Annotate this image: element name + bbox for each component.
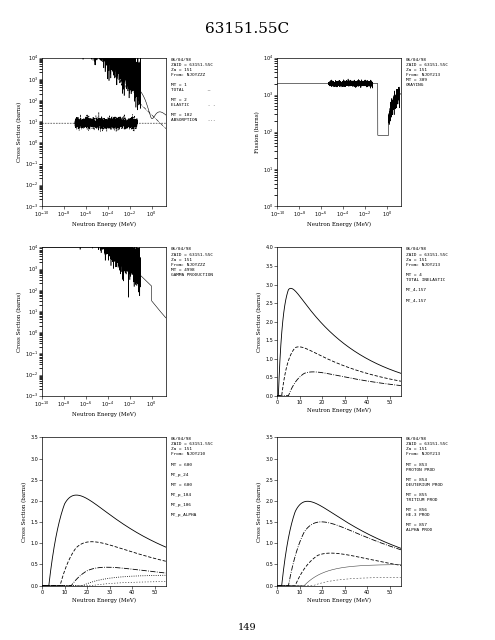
X-axis label: Neutron Energy (MeV): Neutron Energy (MeV) xyxy=(72,222,136,227)
X-axis label: Neutron Energy (MeV): Neutron Energy (MeV) xyxy=(72,412,136,417)
Y-axis label: Fission (barns): Fission (barns) xyxy=(255,111,260,152)
Text: 06/04/98
ZAID = 63151.55C
Za = 151
From: NJOYZZZ
MT = 4998
GAMMA PRODUCTION: 06/04/98 ZAID = 63151.55C Za = 151 From:… xyxy=(171,248,213,276)
Y-axis label: Cross Section (barns): Cross Section (barns) xyxy=(257,481,262,541)
Text: 06/04/98
ZAID = 63151.55C
Za = 151
From: NJOY213

MT = 853
PROTON PROD

MT = 854: 06/04/98 ZAID = 63151.55C Za = 151 From:… xyxy=(406,437,448,532)
X-axis label: Neutron Energy (MeV): Neutron Energy (MeV) xyxy=(307,598,371,603)
X-axis label: Neutron Energy (MeV): Neutron Energy (MeV) xyxy=(307,408,371,413)
Y-axis label: Cross Section (barns): Cross Section (barns) xyxy=(257,291,262,352)
Text: 06/04/98
ZAID = 63151.55C
Za = 151
From: NJOY213
MT = 309
GRAYING: 06/04/98 ZAID = 63151.55C Za = 151 From:… xyxy=(406,58,448,87)
Y-axis label: Cross Section (barns): Cross Section (barns) xyxy=(22,481,27,541)
X-axis label: Neutron Energy (MeV): Neutron Energy (MeV) xyxy=(307,222,371,227)
Text: 06/04/98
ZAID = 63151.55C
Za = 151
From: NJOY210

MT = 600

MT_p_24

MT = 600

M: 06/04/98 ZAID = 63151.55C Za = 151 From:… xyxy=(171,437,213,517)
X-axis label: Neutron Energy (MeV): Neutron Energy (MeV) xyxy=(72,598,136,603)
Text: 149: 149 xyxy=(238,623,257,632)
Text: 06/04/98
ZAID = 63151.55C
Za = 151
From: NJOYZZZ

MT = 1
TOTAL         —

MT = 2: 06/04/98 ZAID = 63151.55C Za = 151 From:… xyxy=(171,58,215,122)
Text: 06/04/98
ZAID = 63151.55C
Za = 151
From: NJOY213

MT = 4
TOTAL INELASTIC

MT_4,1: 06/04/98 ZAID = 63151.55C Za = 151 From:… xyxy=(406,248,448,302)
Y-axis label: Cross Section (barns): Cross Section (barns) xyxy=(17,291,22,352)
Text: 63151.55C: 63151.55C xyxy=(205,22,290,36)
Y-axis label: Cross Section (barns): Cross Section (barns) xyxy=(17,102,22,162)
